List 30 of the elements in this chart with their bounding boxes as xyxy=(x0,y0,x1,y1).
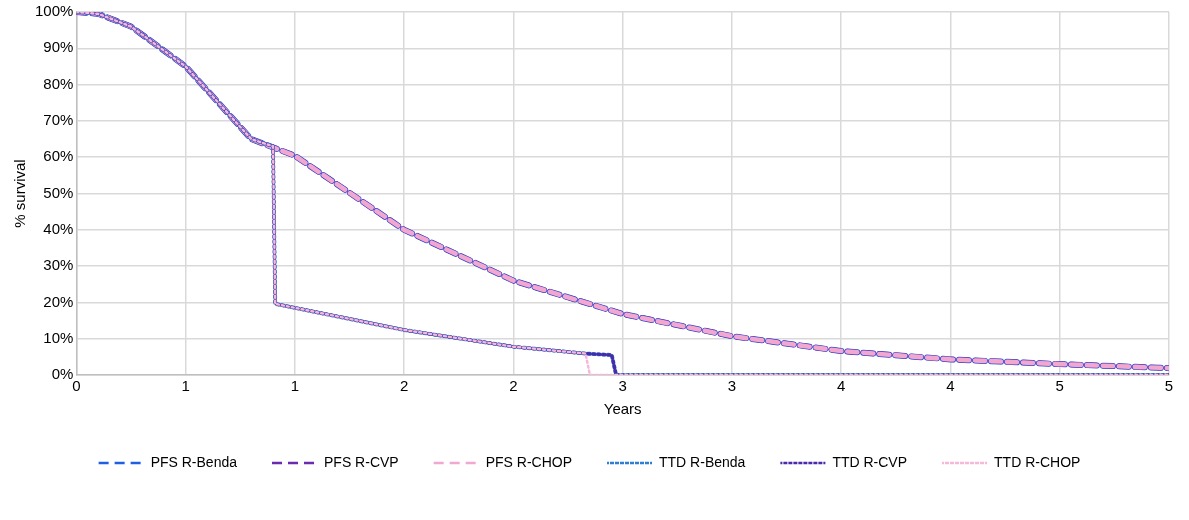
x-axis-title: Years xyxy=(603,400,642,418)
y-tick-label: 30% xyxy=(43,256,74,274)
legend-label: PFS R-CVP xyxy=(324,453,399,470)
x-tick-label: 4 xyxy=(946,377,955,395)
y-tick-label: 90% xyxy=(43,38,74,56)
y-tick-label: 50% xyxy=(43,183,74,201)
y-tick-label: 20% xyxy=(43,292,74,310)
y-tick-label: 80% xyxy=(43,74,74,92)
x-tick-label: 5 xyxy=(1164,377,1174,395)
y-tick-label: 10% xyxy=(43,328,74,346)
legend-label: TTD R-CVP xyxy=(832,453,908,470)
y-axis-title: % survival xyxy=(11,159,29,228)
legend-label: TTD R-CHOP xyxy=(994,453,1081,470)
x-tick-label: 4 xyxy=(837,377,846,395)
x-tick-label: 3 xyxy=(727,377,737,395)
y-tick-label: 60% xyxy=(43,147,74,165)
legend-label: PFS R-CHOP xyxy=(485,453,573,470)
x-tick-label: 2 xyxy=(509,377,518,395)
x-tick-label: 3 xyxy=(618,377,627,395)
x-tick-label: 0 xyxy=(72,377,81,395)
legend-label: PFS R-Benda xyxy=(150,453,238,470)
y-tick-label: 70% xyxy=(43,111,74,129)
x-tick-label: 2 xyxy=(399,377,409,395)
y-tick-label: 0% xyxy=(51,365,74,383)
x-tick-label: 1 xyxy=(181,377,190,395)
y-tick-label: 100% xyxy=(34,2,74,20)
y-tick-label: 40% xyxy=(43,219,74,237)
x-tick-label: 5 xyxy=(1055,377,1064,395)
legend-label: TTD R-Benda xyxy=(659,453,746,470)
x-tick-label: 1 xyxy=(290,377,300,395)
